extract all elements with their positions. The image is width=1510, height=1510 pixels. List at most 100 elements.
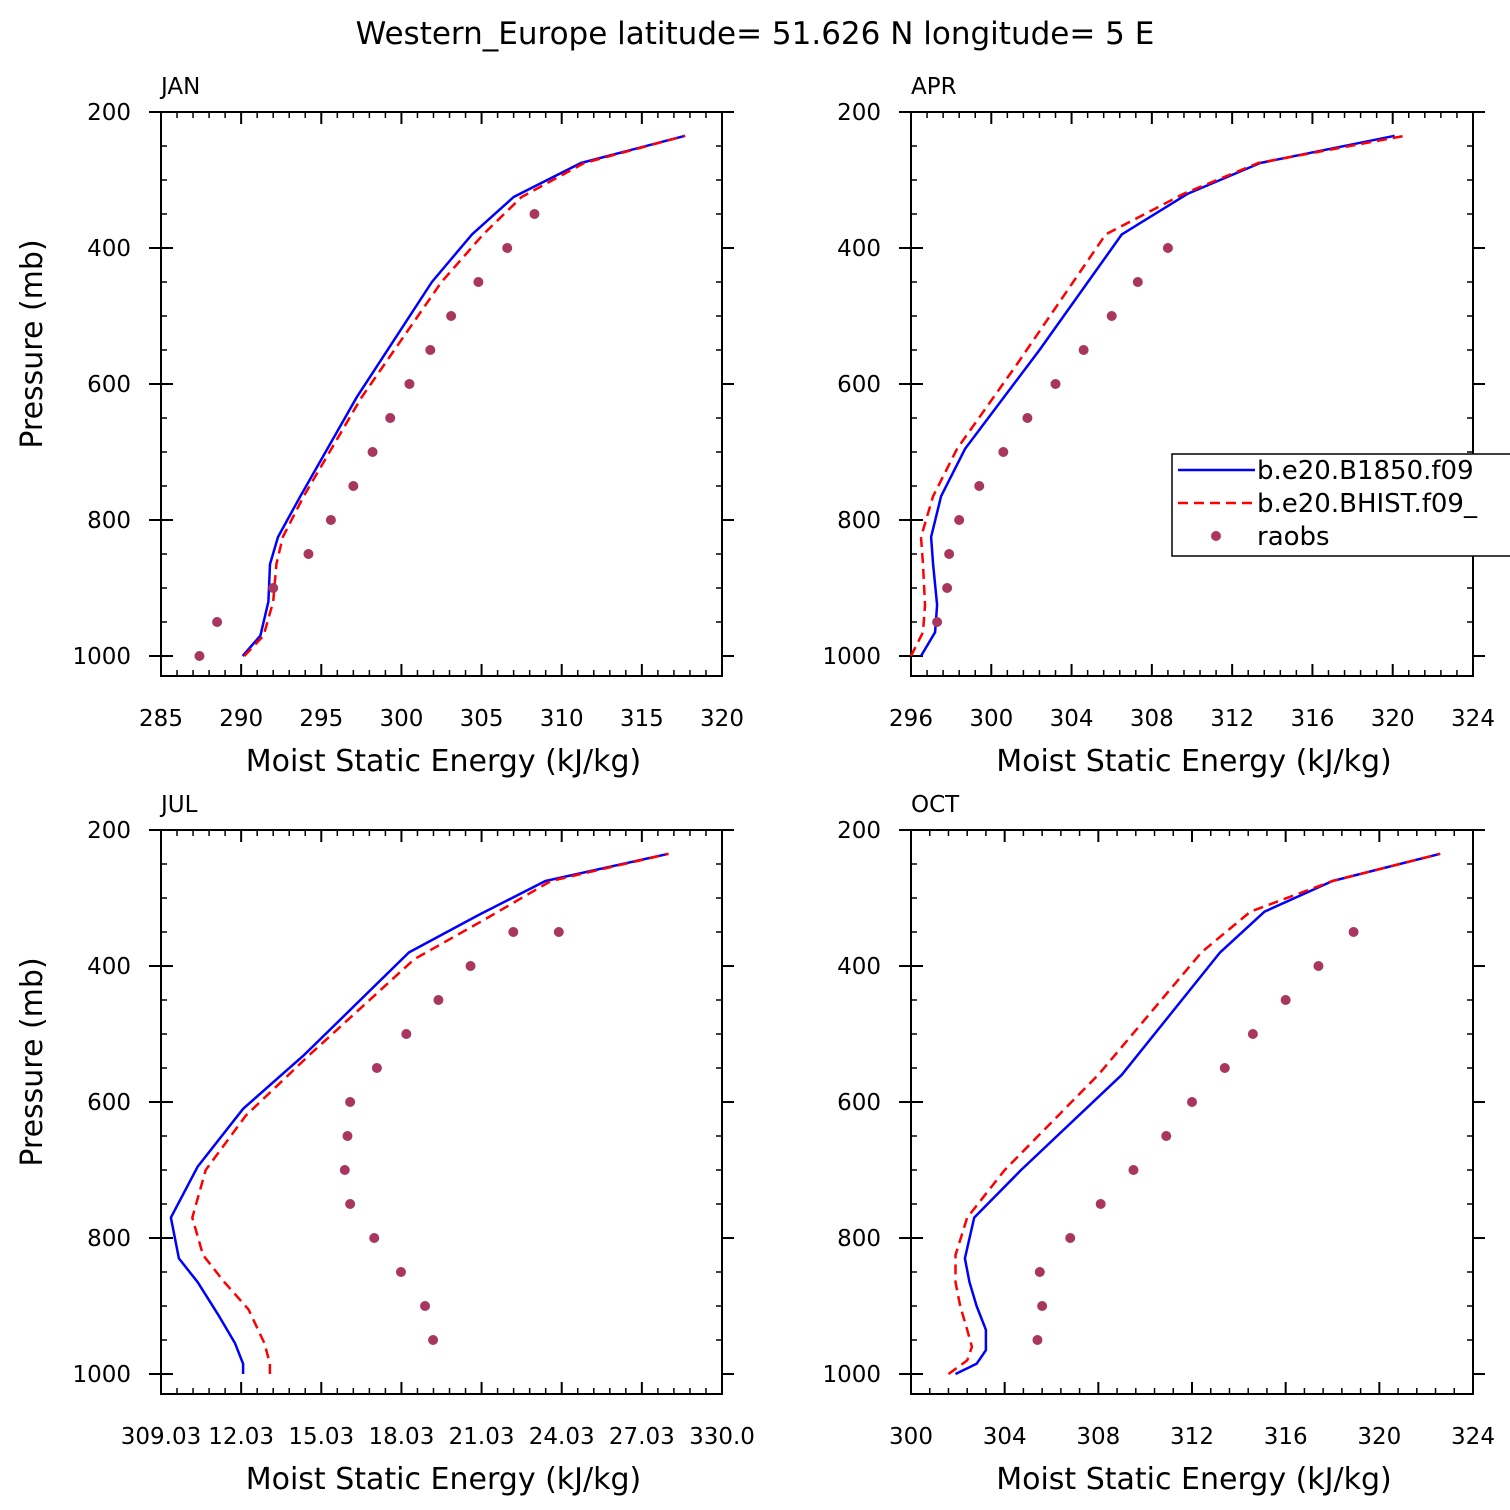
raobs-point [339,1165,350,1175]
y-tick-label: 1000 [72,1362,131,1388]
raobs-point [342,1131,353,1141]
raobs-point [345,1199,356,1209]
raobs-point [345,1097,356,1107]
raobs-point [303,549,314,559]
y-tick-label: 800 [87,508,131,534]
raobs-point [553,927,564,937]
x-tick-label: 300 [889,1424,933,1450]
y-tick-label: 600 [837,372,881,398]
raobs-point [1050,379,1061,389]
raobs-point [369,1233,380,1243]
series-line-b1850 [241,134,686,657]
raobs-point [1313,961,1324,971]
raobs-point [1032,1335,1043,1345]
raobs-point [385,413,396,423]
x-axis-label: Moist Static Energy (kJ/kg) [996,744,1392,779]
raobs-point [1187,1097,1197,1107]
figure-title: Western_Europe latitude= 51.626 N longit… [356,16,1155,52]
x-tick-label: 24.03 [529,1424,595,1450]
series-line-bhist [191,852,669,1374]
series-line-b1850 [954,852,1441,1376]
x-tick-label: 312 [1210,706,1254,732]
y-tick-label: 400 [837,954,881,980]
series-line-b1850 [919,134,1395,657]
raobs-point [367,447,378,457]
x-tick-label: 316 [1264,1424,1308,1450]
x-tick-label: 300 [379,706,423,732]
raobs-point [395,1267,406,1277]
raobs-point [1106,311,1117,321]
legend-label-raobs: raobs [1257,522,1330,552]
panel-title: OCT [911,792,960,818]
y-tick-label: 800 [837,508,881,534]
raobs-point [932,617,943,627]
raobs-point [1034,1267,1045,1277]
y-tick-label: 600 [837,1090,881,1116]
raobs-point [942,583,953,593]
series-line-b1850 [169,852,669,1374]
x-tick-label: 304 [1050,706,1094,732]
x-tick-label: 330.0 [689,1424,755,1450]
x-tick-label: 27.03 [609,1424,675,1450]
x-tick-label: 324 [1451,1424,1495,1450]
y-axis-label: Pressure (mb) [15,239,50,448]
raobs-point [404,379,415,389]
raobs-point [473,277,484,287]
plot-frame [910,111,1474,677]
x-tick-label: 296 [889,706,933,732]
y-tick-label: 400 [837,236,881,262]
panel-jul: JUL 309.03 12.03 15.03 18.03 21.03 24.03 27.03 3… [15,792,755,1497]
raobs-point [944,549,955,559]
panel-title: APR [911,74,957,100]
raobs-point [1078,345,1089,355]
x-tick-label: 309.03 [121,1424,201,1450]
legend-swatch-raobs [1211,531,1221,541]
raobs-point [529,209,540,219]
legend-label-b1850: b.e20.B1850.f09 [1257,456,1474,486]
raobs-point [371,1063,382,1073]
y-tick-label: 200 [87,818,131,844]
x-tick-label: 15.03 [288,1424,354,1450]
x-tick-label: 320 [1371,706,1415,732]
raobs-point [954,515,965,525]
y-axis-label: Pressure (mb) [15,957,50,1166]
raobs-point [1037,1301,1048,1311]
y-tick-label: 200 [837,818,881,844]
raobs-point [1132,277,1143,287]
x-tick-label: 300 [969,706,1013,732]
raobs-point [212,617,223,627]
raobs-point [194,651,205,661]
raobs-point [1161,1131,1172,1141]
y-tick-label: 1000 [822,1362,881,1388]
legend-label-bhist: b.e20.BHIST.f09_ [1257,489,1478,519]
y-tick-label: 1000 [822,644,881,670]
panel-title: JAN [159,74,200,100]
plot-frame [160,829,723,1395]
series-line-bhist [947,852,1441,1376]
raobs-point [401,1029,412,1039]
raobs-point [433,995,444,1005]
x-tick-label: 320 [700,706,744,732]
series-line-bhist [909,134,1406,657]
x-tick-label: 308 [1130,706,1174,732]
raobs-point [1162,243,1173,253]
raobs-point [1095,1199,1106,1209]
x-tick-label: 295 [299,706,343,732]
raobs-point [425,345,436,355]
raobs-point [1128,1165,1139,1175]
raobs-point [465,961,476,971]
raobs-point [268,583,279,593]
x-axis-label: Moist Static Energy (kJ/kg) [246,744,642,779]
raobs-point [974,481,985,491]
x-tick-label: 12.03 [208,1424,274,1450]
raobs-point [1280,995,1291,1005]
raobs-point [1065,1233,1076,1243]
x-tick-label: 290 [219,706,263,732]
y-tick-label: 800 [837,1226,881,1252]
panel-oct: OCT 300 304 308 312 316 320 324 200 400 600 800 1000… [822,792,1495,1497]
y-tick-label: 1000 [72,644,131,670]
y-tick-label: 400 [87,236,131,262]
raobs-point [1219,1063,1230,1073]
raobs-point [508,927,519,937]
